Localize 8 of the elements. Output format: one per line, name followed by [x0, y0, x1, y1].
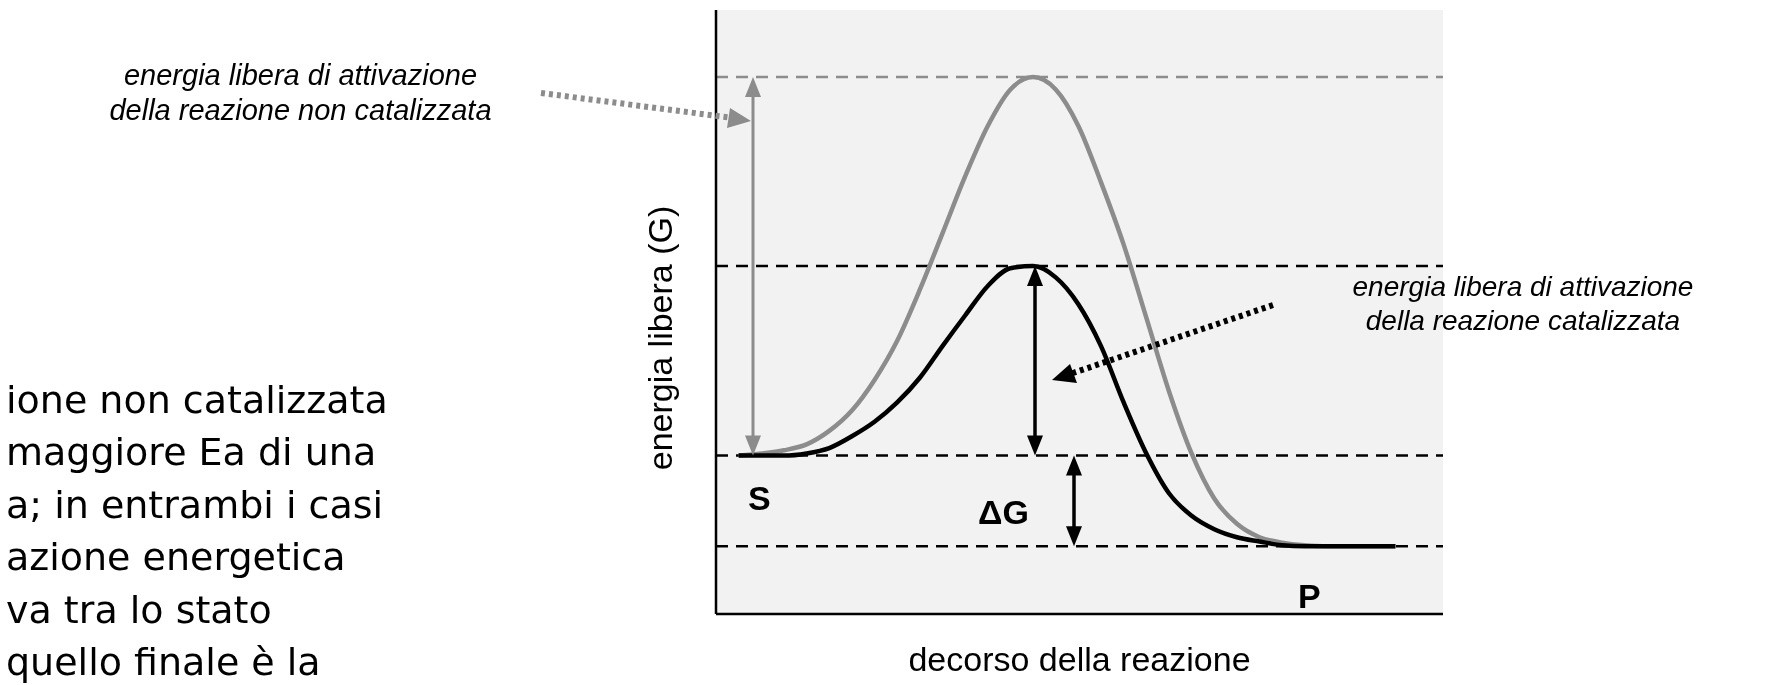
text: ione non catalizzata maggiore Ea di una a; in entrambi i casi azione energetica va tra lo stato quello finale è la [6, 377, 389, 685]
annotation: S [748, 477, 772, 519]
x-axis-title: decorso della reazione [907, 640, 1252, 679]
annotation: P [1298, 576, 1322, 618]
y-axis-title: energia libera (G) [640, 205, 680, 471]
annotation: ΔG [978, 492, 1030, 533]
annotation: energia libera di attivazione della reazione catalizzata [1351, 270, 1695, 338]
text: energia libera di attivazione della reazione non catalizzata [108, 58, 493, 128]
